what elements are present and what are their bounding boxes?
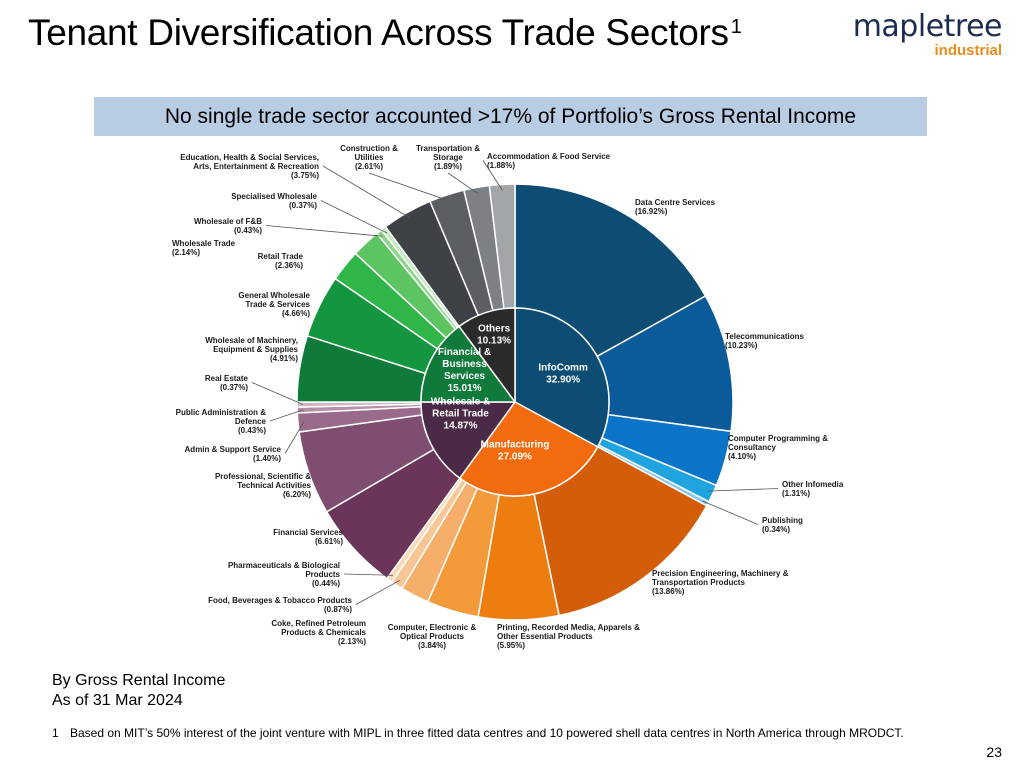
svg-text:Wholesale of Machinery,Equipme: Wholesale of Machinery, Equipment & Suppl… — [205, 336, 298, 363]
footnote-number: 1 — [52, 726, 59, 740]
svg-text:Financial Services(6.61%): Financial Services (6.61%) — [273, 528, 343, 546]
outer-label-transportation-and-storage: Transportation & Storage (1.89%) — [416, 144, 480, 171]
leader-line-pharmaceuticals-and-biological-products — [343, 573, 393, 576]
svg-text:Publishing(0.34%): Publishing (0.34%) — [762, 516, 803, 534]
svg-text:Printing, Recorded Media, Appa: Printing, Recorded Media, Apparels & Othe… — [497, 623, 640, 650]
basis-text: By Gross Rental Income — [52, 672, 226, 689]
svg-text:Accommodation & Food Service(1: Accommodation & Food Service (1.88%) — [487, 152, 611, 170]
svg-text:Wholesale of F&B(0.43%): Wholesale of F&B (0.43%) — [194, 217, 262, 235]
leader-line-food-beverages-and-tobacco-products — [355, 579, 401, 605]
outer-label-accommodation-and-food-service: Accommodation & Food Service (1.88%) — [487, 152, 611, 170]
svg-text:Transportation &Storage(1.89%): Transportation & Storage (1.89%) — [416, 144, 480, 171]
svg-text:Computer Programming &Consulta: Computer Programming & Consultancy (4.10%) — [728, 434, 828, 461]
inner-label-manufacturing: Manufacturing 27.09% — [481, 440, 550, 463]
inner-label-financial-and-business-services: Financial & Business Services 15.01% — [438, 347, 491, 394]
leader-line-real-estate — [251, 382, 304, 405]
svg-text:Food, Beverages & Tobacco Prod: Food, Beverages & Tobacco Products (0.87%… — [208, 596, 352, 614]
leader-line-specialised-wholesale — [320, 200, 388, 234]
outer-label-other-infomedia: Other Infomedia (1.31%) — [782, 480, 844, 498]
svg-text:Data Centre Services(16.92%): Data Centre Services (16.92%) — [635, 198, 716, 216]
outer-label-food-beverages-and-tobacco-products: Food, Beverages & Tobacco Products (0.87%… — [208, 596, 352, 614]
leader-line-accommodation-and-food-service — [482, 160, 503, 191]
outer-label-education-health-and-social-services-arts-entertainment-and-recreation: Education, Health & Social Services, Arts… — [180, 153, 319, 180]
leader-line-wholesale-of-fandb — [265, 225, 383, 237]
footnote-text: Based on MIT’s 50% interest of the joint… — [70, 726, 904, 740]
outer-label-data-centre-services: Data Centre Services (16.92%) — [635, 198, 716, 216]
outer-label-precision-engineering-machinery-and-transportation-products: Precision Engineering, Machinery & Transp… — [652, 569, 789, 596]
svg-text:Wholesale Trade(2.14%): Wholesale Trade (2.14%) — [172, 239, 236, 257]
svg-text:Specialised Wholesale(0.37%): Specialised Wholesale (0.37%) — [231, 192, 317, 210]
outer-label-wholesale-trade: Wholesale Trade (2.14%) — [172, 239, 236, 257]
logo: mapletree industrial — [852, 9, 1003, 59]
headline-banner: No single trade sector accounted >17% of… — [94, 97, 927, 136]
page-number: 23 — [986, 744, 1002, 760]
outer-label-wholesale-of-machinery-equipment-and-supplies: Wholesale of Machinery, Equipment & Suppl… — [205, 336, 298, 363]
svg-text:Retail Trade(2.36%): Retail Trade (2.36%) — [258, 252, 304, 270]
svg-text:Telecommunications(10.23%): Telecommunications (10.23%) — [725, 332, 805, 350]
outer-label-pharmaceuticals-and-biological-products: Pharmaceuticals & Biological Products (0.4… — [228, 561, 341, 588]
svg-text:Professional, Scientific &Tech: Professional, Scientific & Technical Acti… — [215, 472, 312, 499]
leader-line-transportation-and-storage — [447, 172, 478, 194]
leader-line-education-health-and-social-services-arts-entertainment-and-recreation — [322, 165, 411, 219]
outer-label-real-estate: Real Estate (0.37%) — [205, 374, 249, 392]
title-text: Tenant Diversification Across Trade Sect… — [28, 12, 729, 53]
outer-label-specialised-wholesale: Specialised Wholesale (0.37%) — [231, 192, 317, 210]
logo-sub-text: industrial — [934, 42, 1002, 59]
outer-label-admin-and-support-service: Admin & Support Service (1.40%) — [185, 445, 282, 463]
outer-label-coke-refined-petroleum-products-and-chemicals: Coke, Refined Petroleum Products & Chemic… — [271, 619, 366, 646]
headline-banner-text: No single trade sector accounted >17% of… — [164, 104, 857, 128]
outer-label-telecommunications: Telecommunications (10.23%) — [725, 332, 805, 350]
svg-text:Education, Health & Social Ser: Education, Health & Social Services, Arts… — [180, 153, 319, 180]
leader-line-construction-and-utilities — [368, 172, 449, 202]
outer-label-printing-recorded-media-apparels-and-other-essential-products: Printing, Recorded Media, Apparels & Othe… — [497, 623, 640, 650]
inner-label-infocomm: InfoComm 32.90% — [538, 362, 588, 385]
page-title: Tenant Diversification Across Trade Sect… — [28, 12, 742, 54]
inner-label-wholesale-and-retail-trade: Wholesale & Retail Trade 14.87% — [431, 397, 490, 432]
inner-label-others: Others 10.13% — [477, 324, 511, 347]
leader-line-public-administration-and-defence — [269, 409, 304, 422]
outer-label-public-administration-and-defence: Public Administration & Defence (0.43%) — [176, 408, 267, 435]
outer-label-computer-programming-and-consultancy: Computer Programming & Consultancy (4.10%) — [728, 434, 828, 461]
leader-line-other-infomedia — [707, 488, 779, 492]
footnote: 1 Based on MIT’s 50% interest of the join… — [52, 726, 904, 740]
outer-label-retail-trade: Retail Trade (2.36%) — [258, 252, 304, 270]
inner-slice-others — [458, 307, 516, 405]
svg-text:Other Infomedia(1.31%): Other Infomedia (1.31%) — [782, 480, 844, 498]
inner-slice-manufacturing — [458, 401, 599, 497]
as-of-text: As of 31 Mar 2024 — [52, 692, 183, 709]
svg-text:Admin & Support Service(1.40%): Admin & Support Service (1.40%) — [185, 445, 282, 463]
svg-text:Precision Engineering, Machine: Precision Engineering, Machinery & Transp… — [652, 569, 789, 596]
svg-text:Computer, Electronic &Optical: Computer, Electronic & Optical Products (3… — [388, 623, 477, 650]
outer-label-computer-electronic-and-optical-products: Computer, Electronic & Optical Products (3… — [388, 623, 477, 650]
outer-label-construction-and-utilities: Construction & Utilities (2.61%) — [340, 144, 398, 171]
logo-main-text: mapletree — [852, 9, 1003, 44]
leader-line-publishing — [702, 500, 759, 525]
outer-label-wholesale-of-fandb: Wholesale of F&B (0.43%) — [194, 217, 262, 235]
inner-slice-infocomm — [514, 307, 610, 448]
outer-label-professional-scientific-and-technical-activities: Professional, Scientific & Technical Acti… — [215, 472, 312, 499]
leader-line-admin-and-support-service — [284, 421, 305, 454]
outer-label-general-wholesale-trade-and-services: General Wholesale Trade & Services (4.66%) — [238, 291, 310, 318]
outer-label-publishing: Publishing (0.34%) — [762, 516, 803, 534]
outer-label-financial-services: Financial Services (6.61%) — [273, 528, 343, 546]
svg-text:Real Estate(0.37%): Real Estate (0.37%) — [205, 374, 249, 392]
chart-meta: By Gross Rental Income As of 31 Mar 2024 — [52, 671, 225, 711]
title-footnote-marker: 1 — [730, 16, 742, 38]
svg-text:Public Administration &Defence: Public Administration & Defence (0.43%) — [176, 408, 267, 435]
svg-text:Construction &Utilities(2.61%): Construction & Utilities (2.61%) — [340, 144, 398, 171]
